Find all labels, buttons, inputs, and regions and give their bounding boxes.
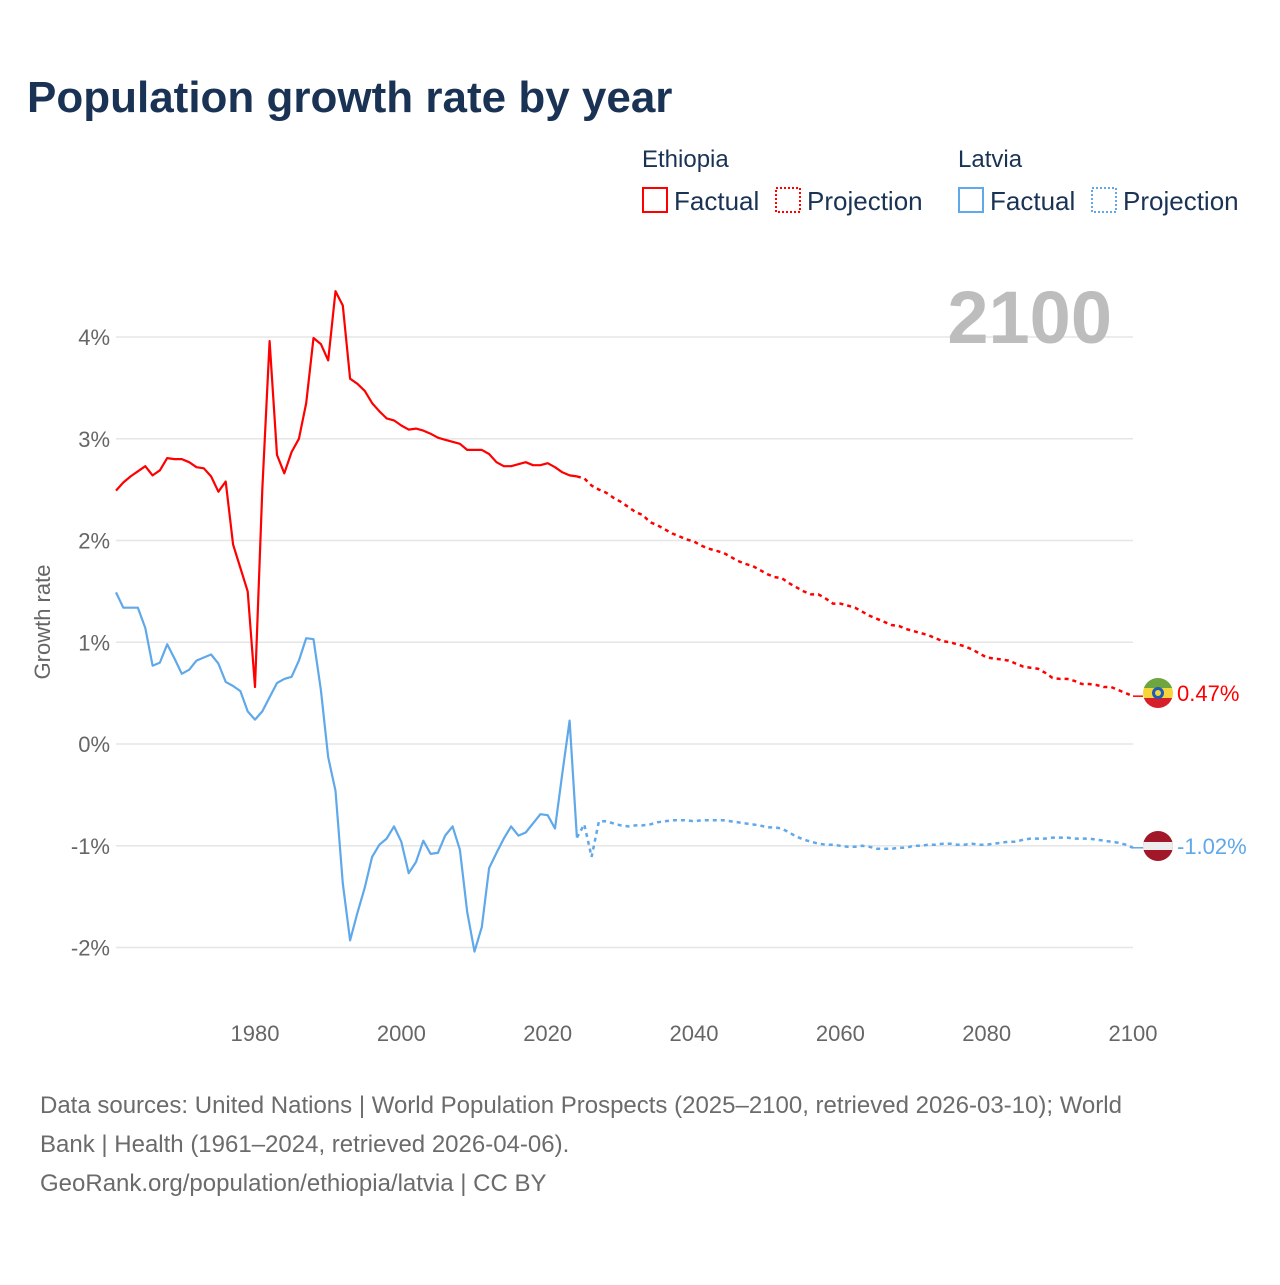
x-tick-label: 2060 <box>816 1021 865 1046</box>
gridlines <box>116 336 1133 949</box>
legend-ethiopia-heading: Ethiopia <box>642 146 729 173</box>
y-tick-label: 4% <box>78 325 110 350</box>
ethiopia-end-value: 0.47% <box>1177 681 1239 706</box>
latvia-end-value: -1.02% <box>1177 834 1247 859</box>
page-title: Population growth rate by year <box>27 73 672 122</box>
legend-latvia-factual-label[interactable]: Factual <box>990 186 1075 216</box>
x-tick-label: 2020 <box>523 1021 572 1046</box>
legend-latvia-factual-swatch[interactable] <box>958 187 984 213</box>
y-tick-label: 1% <box>78 630 110 655</box>
x-tick-label: 2000 <box>377 1021 426 1046</box>
ethiopia-flag-icon <box>1143 678 1173 708</box>
x-axis-ticks: 1980 2000 2020 2040 2060 2080 2100 <box>231 1021 1158 1046</box>
series-lines <box>115 290 1143 953</box>
latvia-factual-line <box>115 591 578 953</box>
x-tick-label: 1980 <box>231 1021 280 1046</box>
y-axis-ticks: 4% 3% 2% 1% 0% -1% -2% <box>71 325 110 961</box>
legend-latvia-projection-swatch[interactable] <box>1091 187 1117 213</box>
legend-ethiopia-projection-label[interactable]: Projection <box>807 186 923 216</box>
legend-latvia-projection-label[interactable]: Projection <box>1123 186 1239 216</box>
y-axis-label: Growth rate <box>30 565 55 680</box>
footer-sources-line1: Data sources: United Nations | World Pop… <box>40 1092 1122 1119</box>
y-tick-label: 0% <box>78 732 110 757</box>
x-tick-label: 2080 <box>962 1021 1011 1046</box>
legend-ethiopia-factual-label[interactable]: Factual <box>674 186 759 216</box>
legend-ethiopia-projection-swatch[interactable] <box>775 187 801 213</box>
legend-ethiopia-factual-swatch[interactable] <box>642 187 668 213</box>
legend: Ethiopia Factual Projection Latvia Factu… <box>642 146 1239 216</box>
x-tick-label: 2040 <box>670 1021 719 1046</box>
footer-link[interactable]: GeoRank.org/population/ethiopia/latvia |… <box>40 1170 547 1197</box>
ethiopia-projection-line <box>576 475 1134 698</box>
y-tick-label: -2% <box>71 936 110 961</box>
footer-sources-line2: Bank | Health (1961–2024, retrieved 2026… <box>40 1131 569 1158</box>
y-tick-label: 3% <box>78 427 110 452</box>
current-year-label: 2100 <box>947 276 1112 359</box>
x-tick-label: 2100 <box>1109 1021 1158 1046</box>
latvia-projection-line <box>575 819 1134 858</box>
ethiopia-factual-line <box>115 290 578 689</box>
y-tick-label: -1% <box>71 834 110 859</box>
latvia-flag-icon <box>1143 831 1173 861</box>
y-tick-label: 2% <box>78 529 110 554</box>
legend-latvia-heading: Latvia <box>958 146 1023 173</box>
